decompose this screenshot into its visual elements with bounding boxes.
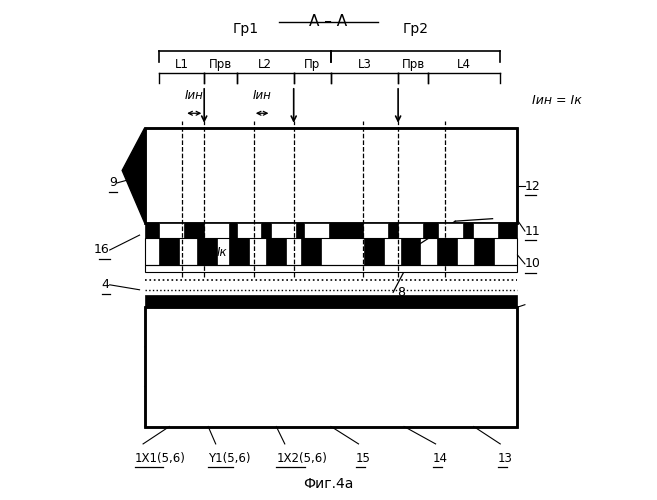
Bar: [438, 222, 463, 238]
Bar: [364, 238, 384, 265]
Bar: [401, 238, 420, 265]
Bar: [271, 222, 296, 238]
Bar: [204, 222, 229, 238]
Text: L2: L2: [258, 58, 272, 70]
Bar: [160, 238, 179, 265]
Bar: [304, 222, 328, 238]
Bar: [145, 128, 518, 222]
Bar: [145, 222, 518, 238]
Bar: [437, 238, 457, 265]
Bar: [145, 238, 518, 265]
Text: Гр1: Гр1: [232, 22, 258, 36]
Text: 1X2(5,6): 1X2(5,6): [277, 452, 327, 465]
Text: L3: L3: [357, 58, 371, 70]
Text: 11: 11: [525, 224, 541, 237]
Bar: [472, 222, 497, 238]
Text: 13: 13: [497, 452, 512, 465]
Bar: [398, 222, 423, 238]
Text: Y1(5,6): Y1(5,6): [208, 452, 251, 465]
Bar: [145, 265, 518, 272]
Polygon shape: [122, 128, 145, 222]
Text: Iк: Iк: [217, 246, 228, 259]
Text: Фиг.4а: Фиг.4а: [304, 477, 353, 491]
Text: Iин = Iк: Iин = Iк: [532, 94, 582, 108]
Text: 15: 15: [356, 452, 371, 465]
Text: 4: 4: [102, 278, 110, 291]
Text: 1X1(5,6): 1X1(5,6): [135, 452, 185, 465]
Bar: [145, 307, 518, 426]
Bar: [145, 128, 518, 222]
Text: Пр: Пр: [304, 58, 321, 70]
Bar: [229, 238, 249, 265]
Text: 8: 8: [397, 286, 405, 299]
Bar: [145, 294, 518, 307]
Text: Iин: Iин: [185, 90, 204, 102]
Text: Прв: Прв: [209, 58, 232, 70]
Text: А – А: А – А: [309, 14, 348, 29]
Bar: [237, 222, 261, 238]
Text: 10: 10: [525, 258, 541, 270]
Bar: [474, 238, 493, 265]
Text: 9: 9: [109, 176, 117, 190]
Text: 12: 12: [525, 180, 541, 193]
Bar: [145, 307, 518, 426]
Text: Iин: Iин: [253, 90, 271, 102]
Text: Прв: Прв: [401, 58, 424, 70]
Bar: [266, 238, 286, 265]
Bar: [301, 238, 321, 265]
Text: 16: 16: [94, 244, 110, 256]
Bar: [363, 222, 388, 238]
Bar: [196, 238, 217, 265]
Text: L1: L1: [175, 58, 189, 70]
Bar: [160, 222, 185, 238]
Text: Гр2: Гр2: [403, 22, 428, 36]
Text: 14: 14: [433, 452, 448, 465]
Text: L4: L4: [457, 58, 471, 70]
